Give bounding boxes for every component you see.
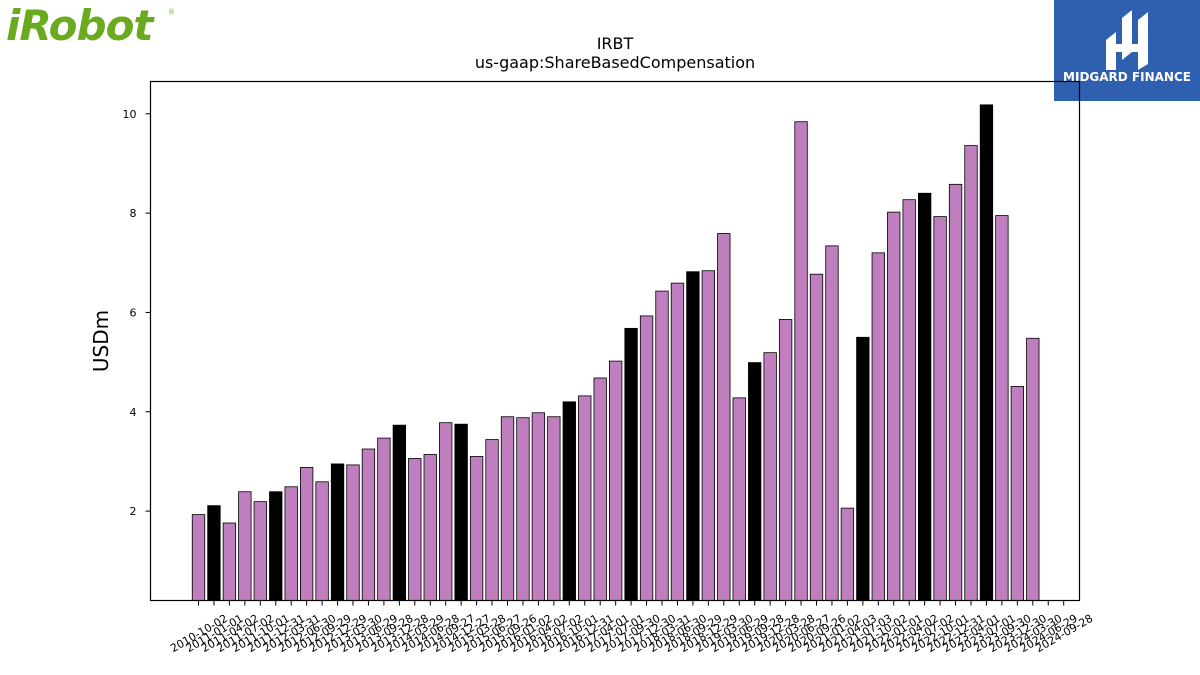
bar-2020-09-26 — [809, 273, 824, 601]
y-tick-label: 10 — [123, 108, 137, 121]
bar-2018-03-31 — [655, 290, 669, 601]
bar-2011-10-01 — [253, 501, 267, 601]
irobot-logo-text: iRobot — [6, 2, 155, 44]
y-tick-label: 6 — [130, 306, 137, 319]
x-axis-ticks: 2010-10-022011-01-012011-04-022011-07-02… — [168, 600, 1095, 655]
bar-2015-09-26 — [500, 416, 515, 601]
bar-2016-07-02 — [547, 416, 561, 601]
bar-2022-07-02 — [918, 192, 932, 601]
bar-2018-12-29 — [701, 270, 715, 601]
y-tick-label: 4 — [130, 406, 137, 419]
bar-2012-03-31 — [284, 486, 298, 601]
bar-2011-04-02 — [222, 522, 237, 601]
bar-2023-09-30 — [995, 215, 1009, 601]
y-axis-ticks: 2 4 6 8 10 — [123, 108, 151, 518]
y-tick-label: 2 — [130, 505, 137, 518]
bar-2022-10-01 — [933, 216, 947, 601]
bar-2010-10-02 — [191, 514, 206, 601]
y-tick-label: 8 — [130, 207, 137, 220]
bar-2021-04-03 — [840, 507, 855, 601]
bar-2019-03-30 — [717, 233, 731, 601]
bar-2013-06-29 — [361, 448, 376, 601]
y-axis-label: USDm — [89, 310, 113, 372]
bar-2016-12-31 — [578, 395, 592, 601]
bar-2013-09-28 — [377, 437, 391, 601]
bar-2011-07-02 — [238, 491, 252, 601]
bar-2024-03-30 — [1026, 337, 1040, 601]
bar-2021-10-02 — [871, 252, 885, 601]
bar-2018-09-29 — [686, 271, 700, 601]
bar-2015-06-27 — [485, 439, 499, 601]
bar-2014-06-28 — [423, 454, 437, 601]
bar-2011-01-01 — [207, 505, 221, 601]
bar-2022-12-31 — [948, 183, 963, 601]
bar-2012-09-29 — [315, 481, 329, 601]
bar-2019-09-28 — [748, 362, 762, 601]
bar-2016-01-02 — [516, 417, 530, 601]
bar-2013-03-30 — [346, 464, 360, 601]
bar-2017-09-30 — [624, 327, 638, 601]
bar-2022-01-01 — [887, 211, 901, 601]
bar-2020-03-28 — [778, 318, 793, 601]
bar-2018-06-30 — [670, 282, 685, 601]
plot-frame — [149, 80, 1081, 602]
bar-2017-04-01 — [593, 377, 607, 601]
bar-2011-12-31 — [269, 491, 283, 601]
bar-2021-01-02 — [825, 245, 839, 601]
bar-2017-07-01 — [609, 360, 623, 601]
bar-2021-07-03 — [856, 336, 870, 601]
midgard-finance-text: MIDGARD FINANCE — [1063, 70, 1191, 84]
bar-2012-12-29 — [330, 463, 345, 601]
bar-2019-06-29 — [732, 397, 746, 601]
chart-subtitle: us-gaap:ShareBasedCompensation — [475, 53, 755, 72]
midgard-emblem-icon: MIDGARD FINANCE — [1054, 0, 1200, 101]
bar-2023-07-01 — [979, 104, 994, 601]
bars-group — [191, 104, 1040, 601]
bar-2022-04-02 — [902, 199, 916, 601]
chart-title: IRBT — [597, 34, 634, 53]
bar-2023-04-01 — [964, 145, 978, 601]
bar-2014-12-27 — [454, 423, 468, 601]
bar-2016-04-02 — [531, 412, 546, 601]
bar-2012-06-30 — [299, 466, 314, 601]
bar-2014-03-29 — [408, 458, 422, 601]
bar-2023-12-30 — [1010, 386, 1024, 601]
bar-2013-12-28 — [392, 424, 407, 601]
bar-2016-10-01 — [562, 401, 576, 601]
bar-2014-09-27 — [439, 422, 453, 601]
bar-2017-12-30 — [639, 315, 654, 601]
registered-mark: ® — [168, 8, 174, 16]
bar-2020-06-27 — [794, 121, 808, 601]
irobot-logo: iRobot ® — [6, 2, 174, 44]
bar-2019-12-28 — [763, 352, 777, 601]
midgard-finance-logo: MIDGARD FINANCE — [1054, 0, 1200, 101]
bar-2015-03-28 — [469, 456, 484, 601]
